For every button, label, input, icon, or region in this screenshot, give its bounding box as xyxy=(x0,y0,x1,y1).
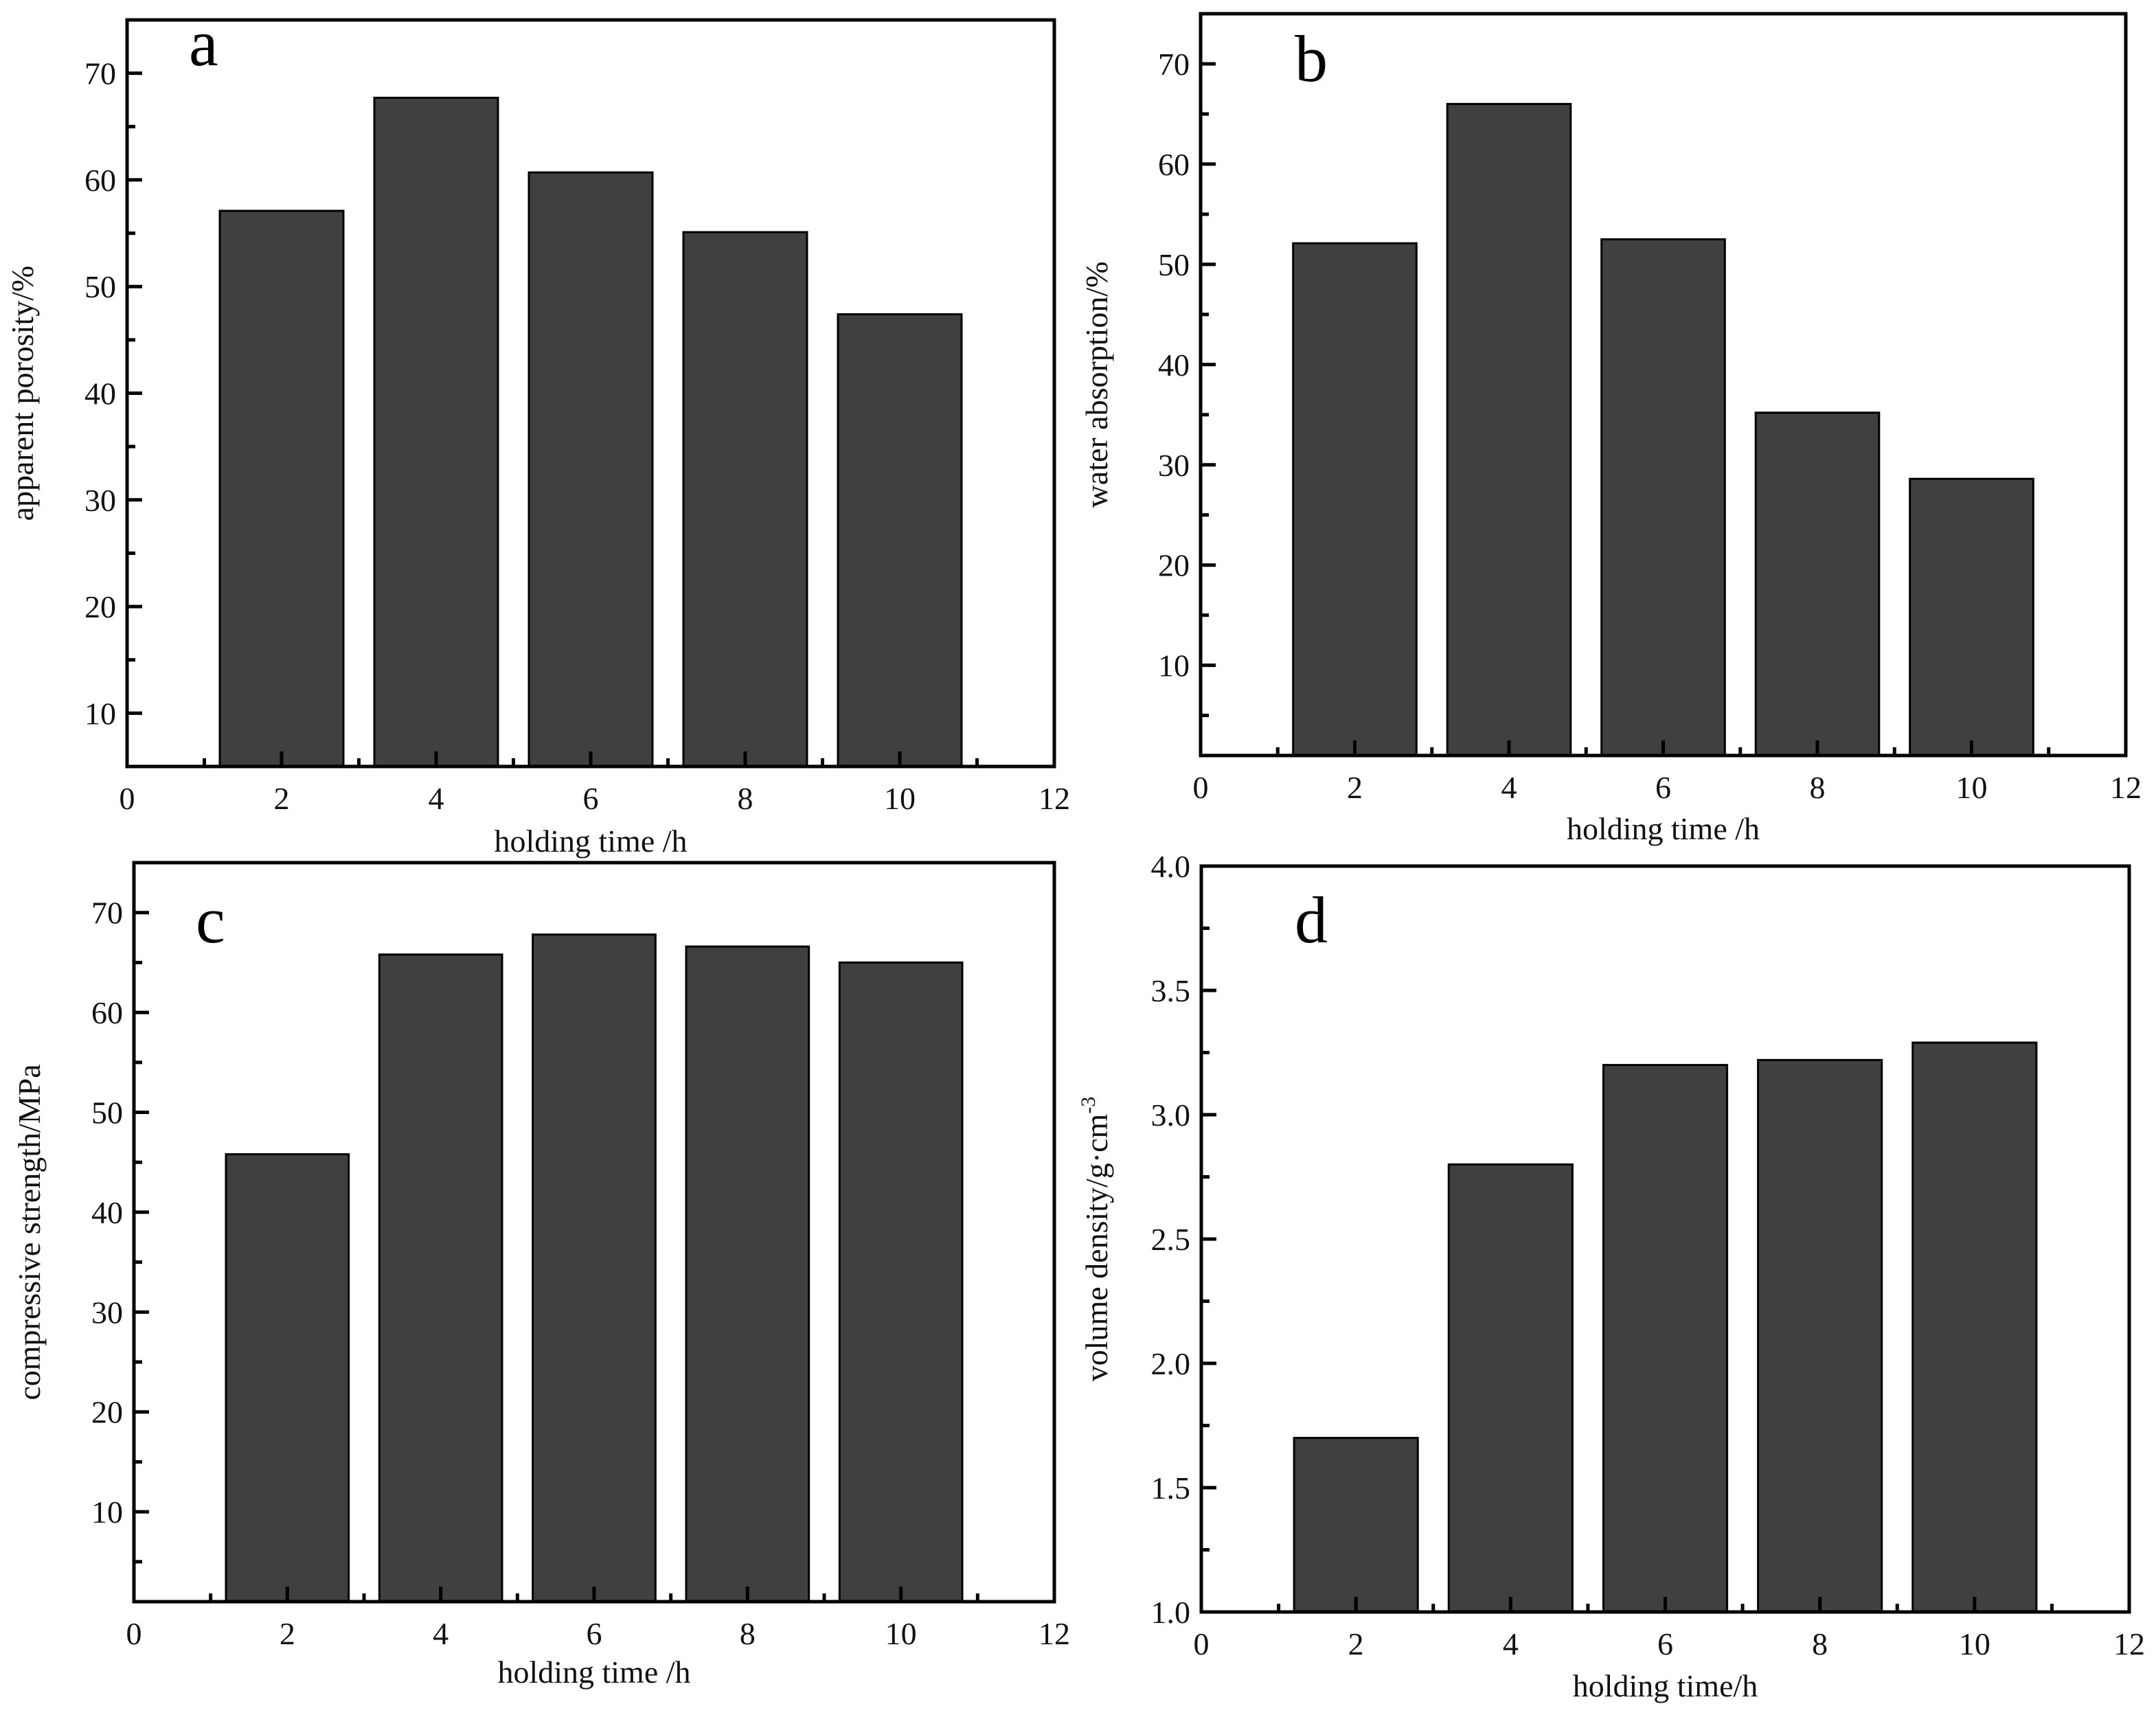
x-tick-label-c: 4 xyxy=(433,1616,449,1651)
y-axis-title-d: volume density/g·cm-3 xyxy=(1077,1097,1114,1382)
y-tick-label-b: 10 xyxy=(1158,648,1190,683)
panel-b: 0 2 4 6 8 10 12 10 20 30 40 50 60 70 holding time /h wa… xyxy=(1079,12,2142,846)
bar-a-6 xyxy=(527,171,654,768)
y-tick-label-b: 20 xyxy=(1158,548,1190,583)
bar-d-10 xyxy=(1911,1041,2038,1613)
x-tick-label-c: 6 xyxy=(587,1616,602,1651)
x-tick-label-c: 10 xyxy=(885,1616,917,1651)
x-tick-label-d: 6 xyxy=(1657,1626,1673,1661)
x-tick-label-b: 2 xyxy=(1347,770,1363,805)
x-tick-label-b: 0 xyxy=(1193,770,1209,805)
bar-c-4 xyxy=(378,953,503,1603)
bar-c-8 xyxy=(685,945,810,1603)
x-tick-label-c: 8 xyxy=(740,1616,756,1651)
x-axis-title-c: holding time /h xyxy=(497,1655,690,1690)
x-axis-title-a: holding time /h xyxy=(494,824,687,859)
y-tick-label-b: 70 xyxy=(1158,47,1190,82)
y-tick-label-b: 60 xyxy=(1158,147,1190,182)
bar-a-2 xyxy=(218,209,345,768)
y-tick-label-c: 50 xyxy=(91,1095,123,1131)
x-tick-label-d: 8 xyxy=(1812,1626,1828,1661)
x-tick-label-b: 10 xyxy=(1956,770,1988,805)
panel-c: 0 2 4 6 8 10 12 10 20 30 40 50 60 70 holding time /h co… xyxy=(12,861,1070,1690)
y-tick-label-c: 30 xyxy=(91,1295,123,1330)
y-tick-label-c: 60 xyxy=(91,995,123,1030)
panel-letter-a: a xyxy=(189,6,218,80)
y-axis-title-c: compressive strength/MPa xyxy=(12,1064,47,1400)
x-tick-label-c: 12 xyxy=(1039,1616,1070,1651)
bar-a-4 xyxy=(373,96,499,768)
x-tick-label-d: 12 xyxy=(2113,1626,2145,1661)
y-tick-label-c: 20 xyxy=(91,1395,123,1430)
bar-a-8 xyxy=(682,231,808,768)
y-tick-label-a: 70 xyxy=(84,56,116,91)
panel-a: 0 2 4 6 8 10 12 10 20 30 40 50 60 70 holding time /h ap… xyxy=(5,6,1070,859)
x-tick-label-a: 10 xyxy=(884,781,916,816)
x-tick-label-d: 10 xyxy=(1959,1626,1990,1661)
bar-b-10 xyxy=(1909,477,2034,757)
y-tick-label-d: 2.0 xyxy=(1151,1346,1191,1381)
bar-d-6 xyxy=(1602,1064,1729,1613)
y-tick-label-a: 40 xyxy=(84,376,116,411)
x-tick-label-a: 4 xyxy=(429,781,444,816)
y-tick-label-b: 30 xyxy=(1158,448,1190,483)
x-tick-label-b: 6 xyxy=(1655,770,1671,805)
x-tick-label-d: 2 xyxy=(1348,1626,1364,1661)
y-tick-label-c: 40 xyxy=(91,1195,123,1230)
x-tick-label-a: 0 xyxy=(120,781,135,816)
bar-c-6 xyxy=(532,933,657,1603)
bar-b-4 xyxy=(1446,102,1572,757)
y-tick-label-a: 30 xyxy=(84,483,116,518)
x-tick-label-b: 8 xyxy=(1810,770,1826,805)
x-tick-label-d: 4 xyxy=(1503,1626,1519,1661)
y-tick-label-d: 3.5 xyxy=(1151,973,1191,1008)
panel-letter-b: b xyxy=(1295,22,1328,95)
bar-b-8 xyxy=(1754,411,1881,757)
x-tick-label-c: 2 xyxy=(280,1616,295,1651)
x-tick-label-b: 4 xyxy=(1501,770,1517,805)
bar-c-2 xyxy=(225,1153,350,1603)
bar-d-4 xyxy=(1447,1163,1574,1613)
x-tick-label-c: 0 xyxy=(126,1616,142,1651)
bar-c-10 xyxy=(838,961,964,1603)
y-tick-label-d: 1.0 xyxy=(1151,1595,1191,1630)
x-tick-label-a: 6 xyxy=(583,781,599,816)
y-tick-label-a: 20 xyxy=(84,589,116,624)
y-tick-label-c: 70 xyxy=(91,896,123,931)
y-tick-label-b: 50 xyxy=(1158,247,1190,282)
y-tick-label-c: 10 xyxy=(91,1495,123,1530)
bar-d-2 xyxy=(1293,1437,1419,1613)
y-tick-label-d: 4.0 xyxy=(1151,849,1191,884)
y-tick-label-a: 50 xyxy=(84,269,116,304)
y-tick-label-d: 3.0 xyxy=(1151,1098,1191,1133)
y-tick-label-a: 60 xyxy=(84,163,116,198)
x-tick-label-a: 2 xyxy=(274,781,290,816)
bar-b-2 xyxy=(1292,242,1418,757)
x-axis-title-d: holding time/h xyxy=(1573,1668,1758,1703)
x-tick-label-a: 12 xyxy=(1039,781,1070,816)
y-tick-label-a: 10 xyxy=(84,696,116,731)
y-axis-title-b: water absorption/% xyxy=(1079,262,1114,508)
y-tick-label-d: 2.5 xyxy=(1151,1222,1191,1257)
x-tick-label-d: 0 xyxy=(1194,1626,1210,1661)
y-tick-label-b: 40 xyxy=(1158,348,1190,383)
x-axis-title-b: holding time /h xyxy=(1567,811,1760,846)
y-tick-label-d: 1.5 xyxy=(1151,1470,1191,1506)
bar-a-10 xyxy=(837,313,963,768)
x-tick-label-b: 12 xyxy=(2110,770,2142,805)
bar-b-6 xyxy=(1600,238,1726,757)
x-tick-label-a: 8 xyxy=(738,781,753,816)
bar-d-8 xyxy=(1757,1058,1883,1613)
panel-letter-d: d xyxy=(1295,883,1328,957)
panel-d: 0 2 4 6 8 10 12 1.0 1.5 2.0 2.5 3.0 3.5 4.0 holding ti… xyxy=(1077,849,2145,1703)
y-axis-title-superscript: -3 xyxy=(1077,1097,1100,1114)
panel-letter-c: c xyxy=(196,883,225,957)
y-axis-title-a: apparent porosity/% xyxy=(5,266,40,521)
